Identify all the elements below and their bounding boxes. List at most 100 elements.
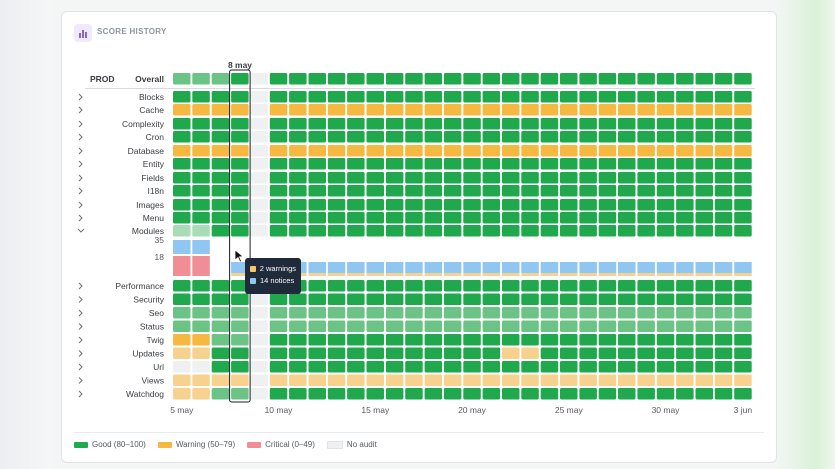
score-cell[interactable]	[463, 334, 481, 346]
score-cell[interactable]	[676, 158, 694, 170]
score-cell[interactable]	[231, 293, 249, 306]
score-cell[interactable]	[579, 388, 597, 400]
score-cell[interactable]	[560, 199, 578, 211]
score-cell[interactable]	[192, 73, 210, 85]
score-cell[interactable]	[714, 334, 733, 346]
score-cell[interactable]	[250, 199, 268, 211]
score-cell[interactable]	[211, 307, 230, 319]
score-cell[interactable]	[327, 158, 346, 170]
score-cell[interactable]	[676, 131, 694, 143]
score-cell[interactable]	[560, 374, 578, 387]
score-cell[interactable]	[269, 293, 288, 306]
score-cell[interactable]	[656, 118, 675, 130]
score-cell[interactable]	[502, 347, 520, 360]
chevron-right-icon[interactable]	[78, 187, 83, 195]
score-cell[interactable]	[714, 199, 733, 211]
score-cell[interactable]	[424, 185, 443, 197]
score-cell[interactable]	[250, 320, 268, 333]
score-cell[interactable]	[250, 293, 268, 306]
score-cell[interactable]	[560, 145, 578, 157]
score-cell[interactable]	[250, 172, 268, 184]
warnings-bar[interactable]	[637, 273, 655, 276]
score-cell[interactable]	[405, 185, 423, 197]
score-cell[interactable]	[289, 361, 307, 373]
score-cell[interactable]	[250, 118, 268, 130]
score-cell[interactable]	[579, 145, 597, 157]
score-cell[interactable]	[637, 145, 655, 157]
score-cell[interactable]	[424, 118, 443, 130]
score-cell[interactable]	[308, 91, 327, 103]
score-cell[interactable]	[676, 104, 694, 116]
score-cell[interactable]	[676, 199, 694, 211]
warnings-bar[interactable]	[463, 273, 481, 276]
score-cell[interactable]	[579, 347, 597, 360]
score-cell[interactable]	[540, 185, 559, 197]
score-cell[interactable]	[714, 320, 733, 333]
score-cell[interactable]	[598, 388, 617, 400]
score-cell[interactable]	[540, 199, 559, 211]
score-cell[interactable]	[405, 307, 423, 319]
score-cell[interactable]	[598, 361, 617, 373]
score-cell[interactable]	[637, 73, 655, 85]
chevron-right-icon[interactable]	[78, 282, 83, 290]
score-cell[interactable]	[656, 307, 675, 319]
score-cell[interactable]	[637, 347, 655, 360]
warnings-bar[interactable]	[366, 273, 385, 276]
score-cell[interactable]	[289, 73, 307, 85]
score-cell[interactable]	[540, 347, 559, 360]
score-cell[interactable]	[308, 388, 327, 400]
score-cell[interactable]	[734, 145, 752, 157]
score-cell[interactable]	[579, 131, 597, 143]
score-cell[interactable]	[598, 347, 617, 360]
score-cell[interactable]	[347, 185, 365, 197]
score-cell[interactable]	[405, 374, 423, 387]
score-cell[interactable]	[211, 388, 230, 400]
notices-bar[interactable]	[598, 262, 617, 273]
score-cell[interactable]	[714, 91, 733, 103]
score-cell[interactable]	[676, 225, 694, 237]
score-cell[interactable]	[424, 280, 443, 292]
score-cell[interactable]	[714, 225, 733, 237]
score-cell[interactable]	[463, 307, 481, 319]
chevron-right-icon[interactable]	[78, 120, 83, 128]
score-cell[interactable]	[424, 158, 443, 170]
score-cell[interactable]	[734, 199, 752, 211]
score-cell[interactable]	[463, 145, 481, 157]
score-cell[interactable]	[405, 145, 423, 157]
score-cell[interactable]	[211, 145, 230, 157]
score-cell[interactable]	[521, 212, 539, 224]
score-cell[interactable]	[734, 293, 752, 306]
score-cell[interactable]	[385, 388, 404, 400]
score-cell[interactable]	[618, 307, 636, 319]
score-cell[interactable]	[540, 293, 559, 306]
score-cell[interactable]	[618, 320, 636, 333]
score-cell[interactable]	[289, 293, 307, 306]
score-cell[interactable]	[579, 199, 597, 211]
score-cell[interactable]	[443, 293, 462, 306]
score-cell[interactable]	[366, 334, 385, 346]
score-cell[interactable]	[521, 388, 539, 400]
score-cell[interactable]	[598, 280, 617, 292]
score-cell[interactable]	[231, 145, 249, 157]
score-cell[interactable]	[269, 172, 288, 184]
score-cell[interactable]	[173, 334, 191, 346]
score-cell[interactable]	[173, 361, 191, 373]
score-cell[interactable]	[560, 293, 578, 306]
notices-bar[interactable]	[540, 262, 559, 273]
score-cell[interactable]	[250, 374, 268, 387]
notices-bar[interactable]	[637, 262, 655, 273]
notices-bar[interactable]	[463, 262, 481, 273]
score-cell[interactable]	[173, 73, 191, 85]
score-cell[interactable]	[250, 212, 268, 224]
score-cell[interactable]	[540, 320, 559, 333]
score-cell[interactable]	[385, 199, 404, 211]
score-cell[interactable]	[192, 374, 210, 387]
score-cell[interactable]	[385, 280, 404, 292]
score-cell[interactable]	[463, 361, 481, 373]
score-cell[interactable]	[502, 158, 520, 170]
score-cell[interactable]	[482, 388, 501, 400]
score-cell[interactable]	[385, 320, 404, 333]
score-cell[interactable]	[347, 158, 365, 170]
score-cell[interactable]	[327, 293, 346, 306]
score-cell[interactable]	[231, 307, 249, 319]
